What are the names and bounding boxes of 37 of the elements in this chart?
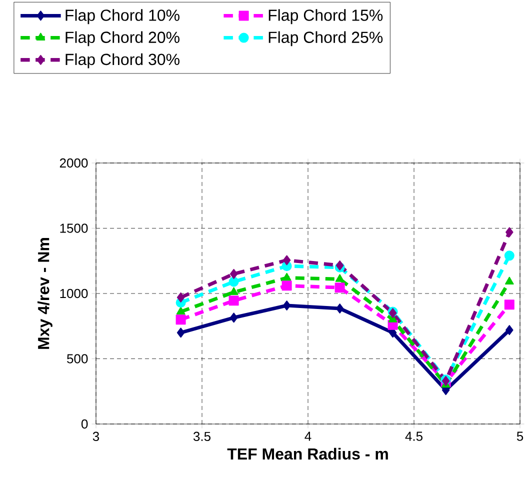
point [504,250,514,261]
point [505,276,514,285]
legend-label: Flap Chord 20% [66,31,180,46]
point [176,292,185,302]
point [282,272,292,281]
point [282,255,291,266]
y-tick-label: 0 [81,419,88,429]
x-tick-label: 5 [516,432,524,441]
y-tick-label: 500 [67,354,88,364]
point [176,314,186,325]
point [228,276,239,287]
point [282,280,292,291]
x-tick-label: 4 [304,432,312,441]
point [230,268,238,279]
x-axis-title: TEF Mean Radius - m [227,448,388,460]
point [336,304,344,314]
point [506,227,514,238]
point [228,296,239,306]
point [230,312,238,323]
legend-label: Flap Chord 30% [66,53,180,68]
point [335,274,344,282]
point [504,300,514,310]
point [334,282,345,293]
y-tick-label: 1500 [60,224,88,233]
x-tick-label: 3 [92,432,100,442]
legend-label: Flap Chord 15% [268,9,383,24]
x-tick-label: 3.5 [193,432,210,442]
legend-label: Flap Chord 10% [66,9,180,24]
y-tick-label: 2000 [60,158,88,168]
point [282,300,291,311]
y-axis-title: Mxy 4/rev - Nm [38,238,52,349]
point [176,306,186,315]
legend-label: Flap Chord 25% [268,31,383,46]
y-tick-label: 1000 [60,288,88,298]
point [176,328,185,338]
x-tick-label: 4.5 [405,432,422,441]
point [506,325,514,336]
